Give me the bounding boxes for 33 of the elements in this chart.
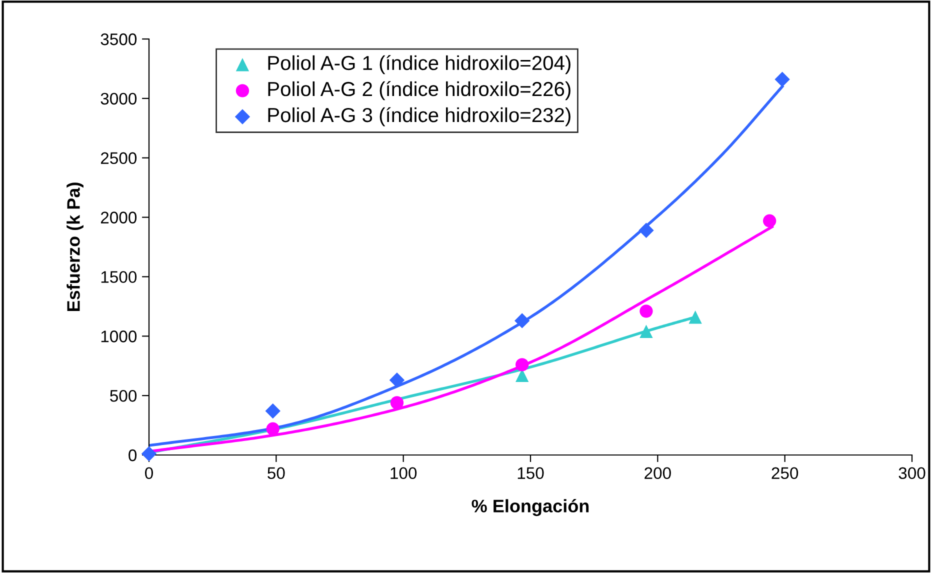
y-tick-label: 1000 — [101, 330, 137, 342]
point — [265, 403, 280, 419]
x-tick-label: 150 — [518, 467, 544, 480]
x-axis-title: % Elongación — [472, 499, 589, 516]
y-axis-title: Esfuerzo (k Pa) — [66, 182, 84, 312]
point — [762, 214, 776, 228]
y-tick-label: 3500 — [100, 33, 137, 46]
x-tick-label: 250 — [772, 467, 798, 480]
legend-label: Poliol A-G 2 (índice hidroxilo=226) — [268, 81, 570, 100]
point — [640, 304, 653, 318]
point — [514, 313, 530, 328]
y-tick-label: 2500 — [100, 152, 137, 164]
y-tick-label: 500 — [110, 390, 137, 402]
point — [389, 372, 405, 388]
y-tick-label: 2000 — [100, 212, 137, 224]
x-tick-label: 0 — [145, 467, 153, 480]
point — [638, 222, 654, 238]
point — [688, 310, 702, 324]
x-tick-label: 100 — [390, 467, 417, 480]
point — [390, 396, 404, 410]
point — [774, 72, 790, 88]
y-tick-label: 3000 — [100, 92, 137, 105]
y-tick-label: 0 — [128, 449, 137, 462]
y-tick-label: 1500 — [101, 271, 137, 283]
x-tick-label: 50 — [268, 467, 285, 480]
point — [266, 422, 280, 436]
point — [141, 446, 157, 462]
point — [516, 358, 529, 372]
point — [640, 324, 653, 338]
legend-label: Poliol A-G 3 (índice hidroxilo=232) — [268, 107, 570, 126]
legend-label: Poliol A-G 1 (índice hidroxilo=204) — [268, 55, 570, 74]
x-tick-label: 200 — [644, 467, 671, 480]
x-tick-label: 300 — [898, 467, 926, 480]
